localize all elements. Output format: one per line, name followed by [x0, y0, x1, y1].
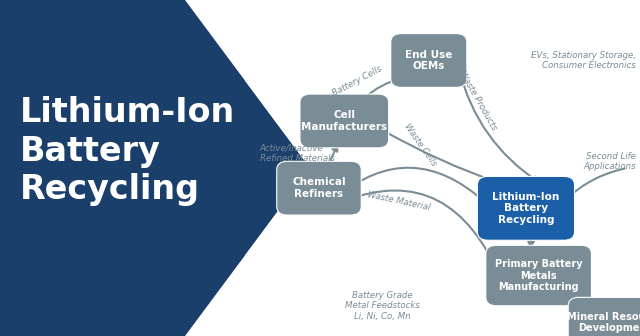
Text: Battery Cells: Battery Cells [331, 64, 383, 97]
FancyBboxPatch shape [300, 94, 388, 148]
Polygon shape [185, 0, 640, 336]
FancyBboxPatch shape [486, 245, 591, 306]
Polygon shape [0, 0, 310, 336]
Text: Second Life
Applications: Second Life Applications [583, 152, 636, 171]
FancyBboxPatch shape [391, 34, 467, 87]
FancyBboxPatch shape [276, 161, 361, 215]
Text: Lithium-Ion
Battery
Recycling: Lithium-Ion Battery Recycling [492, 192, 559, 225]
FancyBboxPatch shape [568, 297, 640, 336]
Text: EVs, Stationary Storage,
Consumer Electronics: EVs, Stationary Storage, Consumer Electr… [531, 51, 636, 70]
Text: End Use
OEMs: End Use OEMs [405, 50, 452, 71]
Text: Waste Material: Waste Material [367, 191, 431, 213]
Text: Chemical
Refiners: Chemical Refiners [292, 177, 346, 199]
Text: Mineral Resource
Development: Mineral Resource Development [567, 312, 640, 333]
FancyBboxPatch shape [477, 176, 575, 240]
Text: Active/Inactive
Refined Materials: Active/Inactive Refined Materials [260, 143, 335, 163]
Text: Lithium-Ion
Battery
Recycling: Lithium-Ion Battery Recycling [20, 96, 236, 206]
Text: Waste Cells: Waste Cells [403, 122, 438, 167]
FancyBboxPatch shape [0, 0, 245, 336]
Text: Battery Grade
Metal Feedstocks
Li, Ni, Co, Mn: Battery Grade Metal Feedstocks Li, Ni, C… [345, 291, 420, 321]
Text: Cell
Manufacturers: Cell Manufacturers [301, 110, 387, 132]
Text: Primary Battery
Metals
Manufacturing: Primary Battery Metals Manufacturing [495, 259, 582, 292]
Text: Waste Products: Waste Products [457, 70, 498, 132]
